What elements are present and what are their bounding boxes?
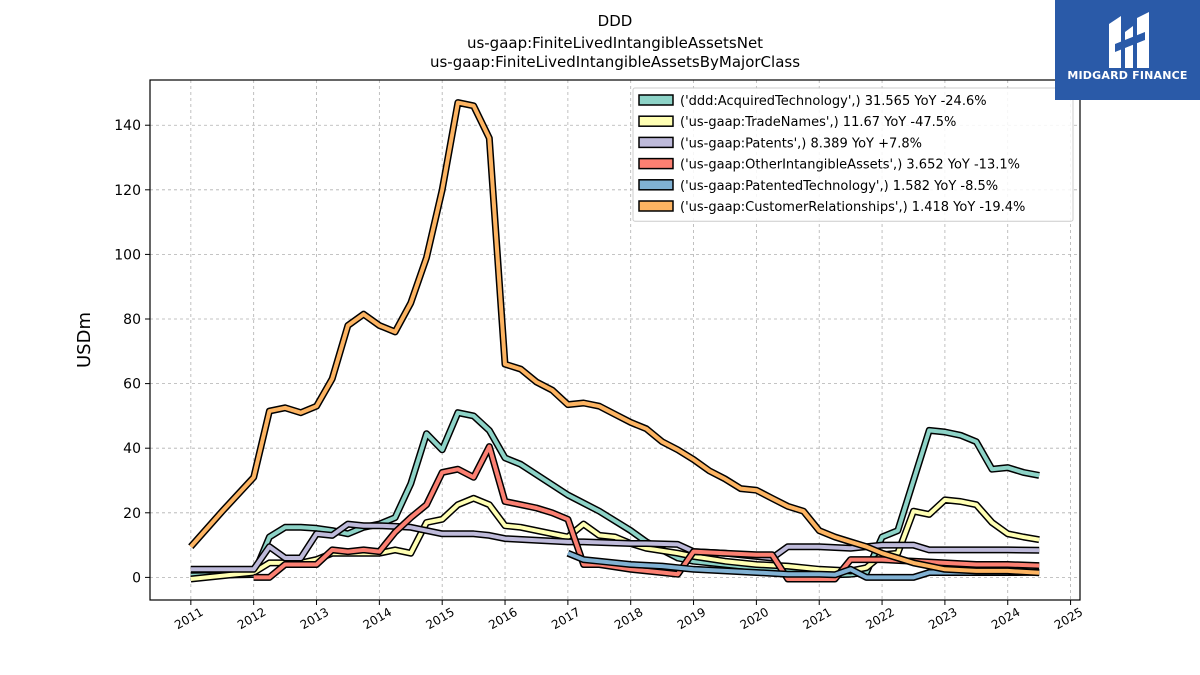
legend-entry: ('us-gaap:CustomerRelationships',) 1.418… <box>680 200 1025 215</box>
x-tick-label: 2025 <box>1052 605 1085 632</box>
y-tick-label: 100 <box>114 247 141 263</box>
legend-entry: ('us-gaap:OtherIntangibleAssets',) 3.652… <box>680 158 1020 173</box>
legend-swatch <box>638 200 674 212</box>
x-tick-label: 2012 <box>235 605 268 632</box>
legend-swatch <box>638 136 674 149</box>
y-tick-label: 40 <box>123 441 141 457</box>
title-line-3: us-gaap:FiniteLivedIntangibleAssetsByMaj… <box>430 53 800 71</box>
y-tick-label: 120 <box>114 183 141 199</box>
legend-entry: ('us-gaap:Patents',) 8.389 YoY +7.8% <box>680 136 922 151</box>
x-tick-label: 2023 <box>926 605 959 632</box>
y-axis: 0 20 40 60 80 100 120 140 <box>114 118 150 586</box>
y-tick-label: 20 <box>123 506 141 522</box>
x-tick-label: 2019 <box>675 605 708 632</box>
legend-swatch <box>638 157 674 170</box>
legend-frame <box>632 87 1074 222</box>
y-tick-label: 0 <box>132 570 141 586</box>
x-tick-label: 2022 <box>863 605 896 632</box>
title-line-1: DDD <box>598 12 633 30</box>
x-tick-label: 2011 <box>172 605 205 632</box>
series-line-5 <box>566 549 1040 581</box>
legend-entry: ('us-gaap:PatentedTechnology',) 1.582 Yo… <box>680 179 998 194</box>
y-tick-label: 60 <box>123 377 141 393</box>
y-axis-label: USDm <box>74 312 95 368</box>
x-tick-label: 2014 <box>361 605 394 632</box>
y-tick-label: 140 <box>114 118 141 134</box>
x-axis: 2011 2012 2013 2014 2015 2016 2017 2018 2019 2020… <box>172 600 1085 632</box>
legend-entry: ('ddd:AcquiredTechnology',) 31.565 YoY -… <box>680 94 987 109</box>
logo-mark-icon <box>1109 12 1149 68</box>
series-layer <box>188 99 1040 583</box>
plot-frame <box>149 79 1081 601</box>
chart-title: DDD us-gaap:FiniteLivedIntangibleAssetsN… <box>430 12 800 71</box>
brand-logo: MIDGARD FINANCE <box>1055 0 1200 100</box>
x-tick-label: 2021 <box>800 605 833 632</box>
y-tick-label: 80 <box>123 312 141 328</box>
legend: ('ddd:AcquiredTechnology',) 31.565 YoY -… <box>632 87 1074 222</box>
x-tick-label: 2015 <box>423 605 456 632</box>
x-tick-label: 2016 <box>486 605 519 632</box>
legend-swatch <box>638 94 674 106</box>
title-line-2: us-gaap:FiniteLivedIntangibleAssetsNet <box>467 34 763 52</box>
logo-text: MIDGARD FINANCE <box>1067 69 1188 82</box>
legend-entry: ('us-gaap:TradeNames',) 11.67 YoY -47.5% <box>680 115 956 130</box>
legend-swatch <box>638 115 674 127</box>
series-line-1 <box>190 409 1040 580</box>
series-line-6 <box>188 99 1040 577</box>
x-tick-label: 2017 <box>549 605 582 632</box>
x-tick-label: 2018 <box>612 605 645 632</box>
x-tick-label: 2013 <box>298 605 331 632</box>
x-tick-label: 2024 <box>989 605 1022 632</box>
x-tick-label: 2020 <box>738 605 771 632</box>
legend-swatch <box>638 179 674 191</box>
